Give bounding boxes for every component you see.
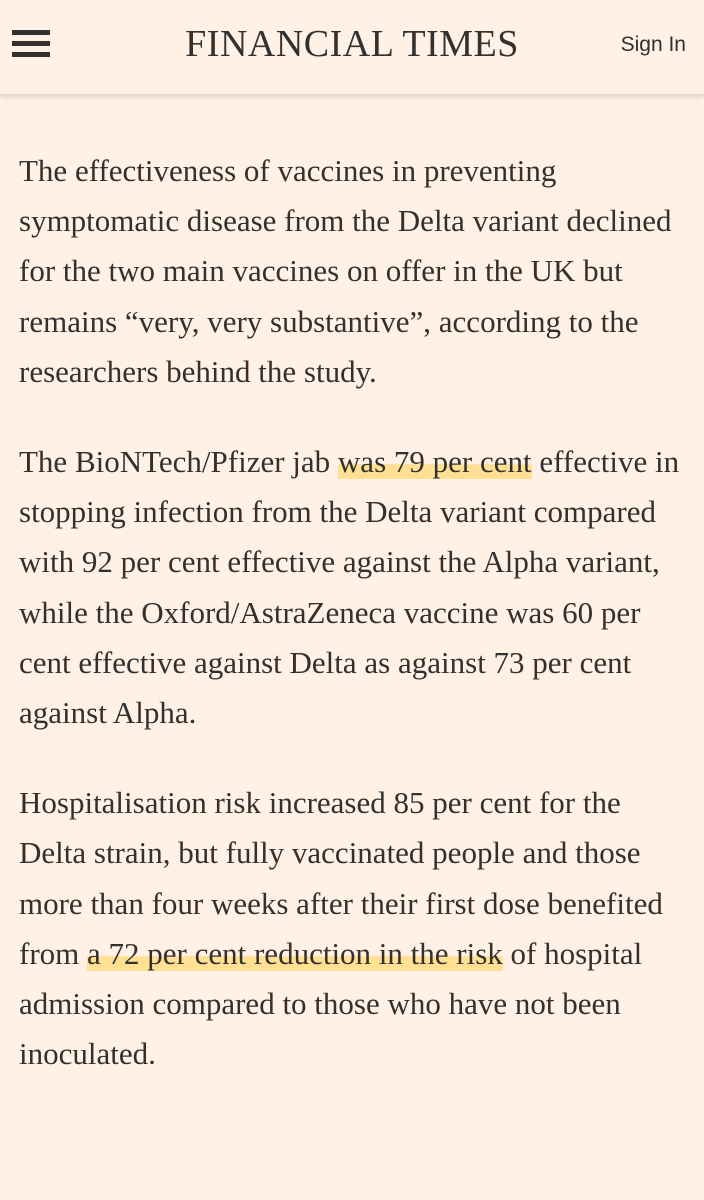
- site-header: FINANCIAL TIMES Sign In: [0, 0, 704, 95]
- article-paragraph-2: The BioNTech/Pfizer jab was 79 per cent …: [19, 437, 695, 738]
- menu-bar: [12, 41, 50, 46]
- menu-bar: [12, 30, 50, 35]
- menu-bar: [12, 52, 50, 57]
- paragraph-text: The effectiveness of vaccines in prevent…: [19, 153, 672, 389]
- article-body: The effectiveness of vaccines in prevent…: [19, 146, 695, 1119]
- paragraph-text: Hospitalisation risk increased 85 per ce…: [19, 785, 663, 971]
- paragraph-text: effective in stopping infection from the…: [19, 444, 680, 731]
- sign-in-link[interactable]: Sign In: [620, 33, 686, 56]
- highlighted-text: was 79 per cent: [337, 444, 532, 480]
- highlighted-text: a 72 per cent reduction in the risk: [87, 935, 503, 971]
- hamburger-menu-icon[interactable]: [12, 26, 54, 66]
- article-paragraph-3: Hospitalisation risk increased 85 per ce…: [19, 778, 695, 1079]
- paragraph-text: The BioNTech/Pfizer jab: [19, 444, 338, 480]
- site-logo[interactable]: FINANCIAL TIMES: [185, 23, 519, 65]
- paragraph-text: of hospital admission compared to those …: [19, 935, 643, 1072]
- article-paragraph-1: The effectiveness of vaccines in prevent…: [19, 146, 695, 397]
